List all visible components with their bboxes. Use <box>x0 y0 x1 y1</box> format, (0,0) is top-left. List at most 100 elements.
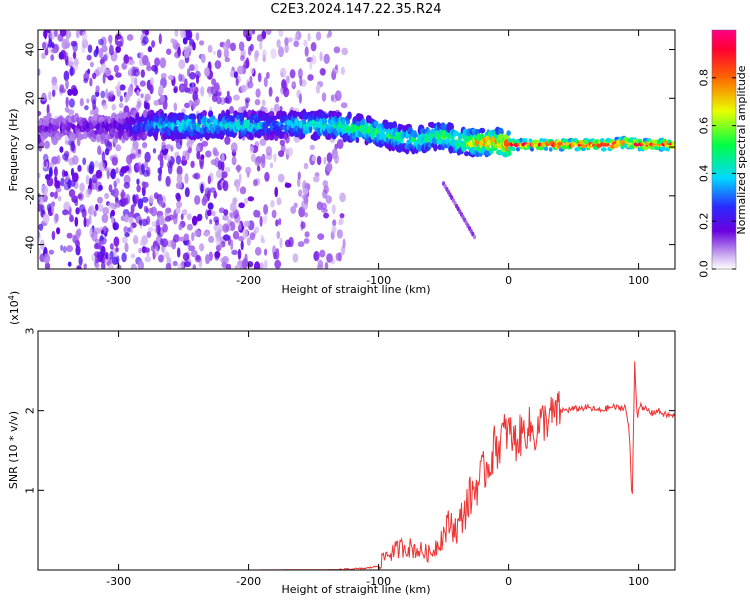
spectrogram-cell <box>60 244 64 251</box>
spectrogram-cell <box>78 192 84 201</box>
spectrogram-cell <box>93 49 98 58</box>
spectrogram-cell <box>144 102 148 110</box>
spectrogram-cell <box>130 75 135 85</box>
spectrogram-cell <box>184 78 188 89</box>
spectrogram-cell <box>109 243 114 250</box>
spectrogram-cell <box>66 245 73 253</box>
spectrogram-cell <box>204 67 210 77</box>
spectrogram-cell <box>142 36 149 45</box>
spectrogram-cell <box>315 31 322 41</box>
spectrogram-cell <box>136 178 140 185</box>
spectrogram-cell <box>48 38 53 48</box>
spectrogram-tail-cell <box>472 234 477 240</box>
spectrogram-ridge-cell <box>57 117 65 123</box>
x-tick-label: -100 <box>366 274 391 287</box>
spectrogram-cell <box>194 98 198 107</box>
spectrogram-cell <box>148 194 154 204</box>
spectrogram-cell <box>164 216 172 222</box>
spectrogram-cell <box>222 214 229 221</box>
spectrogram-cell <box>182 37 188 45</box>
spectrogram-cell <box>235 165 242 171</box>
spectrogram-cell <box>95 263 100 269</box>
spectrogram-cell <box>41 204 45 215</box>
spectrogram-cell <box>104 165 108 171</box>
spectrogram-cell <box>229 105 234 115</box>
spectrogram-cell <box>315 84 321 94</box>
spectrogram-cell <box>188 100 193 107</box>
snr-panel: -300 -200 -100 0 100 1 2 3 Height of straight … <box>7 291 676 596</box>
spectrogram-cell <box>255 210 261 218</box>
spectrogram-cell <box>191 232 195 242</box>
spectrogram-cell <box>176 165 183 176</box>
spectrogram-cell <box>87 44 93 53</box>
spectrogram-cell <box>44 48 49 56</box>
spectrogram-cell <box>89 77 93 87</box>
spectrogram-cell <box>304 231 310 238</box>
spectrogram-cell <box>107 74 114 81</box>
snr-y-ticks: 1 2 3 <box>24 328 675 494</box>
spectrogram-ridge-cell <box>142 109 148 118</box>
spectrogram-ridge-cell <box>659 146 667 151</box>
spectrogram-cell <box>273 251 278 260</box>
spectrogram-cell <box>128 216 134 224</box>
spectrogram-cell <box>159 94 166 103</box>
spectrogram-cell <box>247 81 254 89</box>
spectrogram-ridge-cell <box>506 130 511 136</box>
spectrogram-cell <box>213 216 220 223</box>
spectrogram-cell <box>279 67 287 78</box>
spectrogram-cell <box>332 219 337 227</box>
spectrogram-cell <box>270 48 277 59</box>
spectrogram-cell <box>279 105 283 112</box>
spectrogram-cell <box>97 196 103 204</box>
spectrogram-cell <box>319 68 326 76</box>
spectrogram-cell <box>149 84 154 95</box>
spectrogram-cell <box>154 246 159 257</box>
spectrogram-cell <box>266 71 270 79</box>
spectrogram-cell <box>68 56 73 64</box>
spectrogram-cell <box>104 192 109 200</box>
spectrogram-cell <box>207 175 212 185</box>
spectrogram-cell <box>38 247 41 256</box>
spectrogram-cell <box>175 206 181 214</box>
spectrogram-cell <box>285 75 290 84</box>
spectrogram-cell <box>330 94 335 102</box>
snr-series-line <box>38 361 675 570</box>
spectrogram-cell <box>101 261 106 269</box>
x-tick-label: 100 <box>628 274 649 287</box>
spectrogram-cell <box>176 247 181 258</box>
spectrogram-ridge-cell <box>313 121 320 130</box>
spectrogram-cell <box>301 194 309 200</box>
spectrogram-cell <box>91 230 98 242</box>
spectrogram-cell <box>134 194 140 204</box>
spectrogram-cell <box>52 89 56 98</box>
spectrogram-cell <box>245 99 249 109</box>
spectrogram-cell <box>233 94 240 101</box>
spectrogram-cell <box>199 40 205 46</box>
spectrogram-ridge-cell <box>448 145 454 154</box>
spectrogram-cell <box>182 150 187 157</box>
spectrogram-cell <box>277 173 285 183</box>
spectrogram-cell <box>259 138 267 146</box>
spectrogram-cell <box>260 262 264 269</box>
spectrogram-ridge-cell <box>96 133 101 143</box>
spectrogram-cell <box>265 146 273 156</box>
spectrogram-cell <box>121 236 128 244</box>
spectrogram-cell <box>326 162 333 173</box>
spectrogram-cell <box>82 157 87 166</box>
spectrogram-cell <box>179 85 186 93</box>
spectrogram-cell <box>125 93 131 102</box>
spectrogram-cell <box>195 32 200 41</box>
spectrogram-cell <box>293 40 300 48</box>
spectrogram-ridge-cell <box>530 147 534 152</box>
spectrogram-cell <box>118 102 124 108</box>
spectrogram-cell <box>133 234 139 245</box>
x-tick-label: 0 <box>505 274 512 287</box>
spectrogram-cell <box>112 187 119 198</box>
spectrogram-cell <box>64 106 70 113</box>
spectrogram-ridge-cell <box>268 111 275 117</box>
spectrogram-cell <box>323 212 330 219</box>
spectrogram-cell <box>296 177 301 188</box>
spectrogram-cell <box>223 234 230 241</box>
spectrogram-cell <box>273 153 277 163</box>
spectrogram-cell <box>284 182 292 188</box>
